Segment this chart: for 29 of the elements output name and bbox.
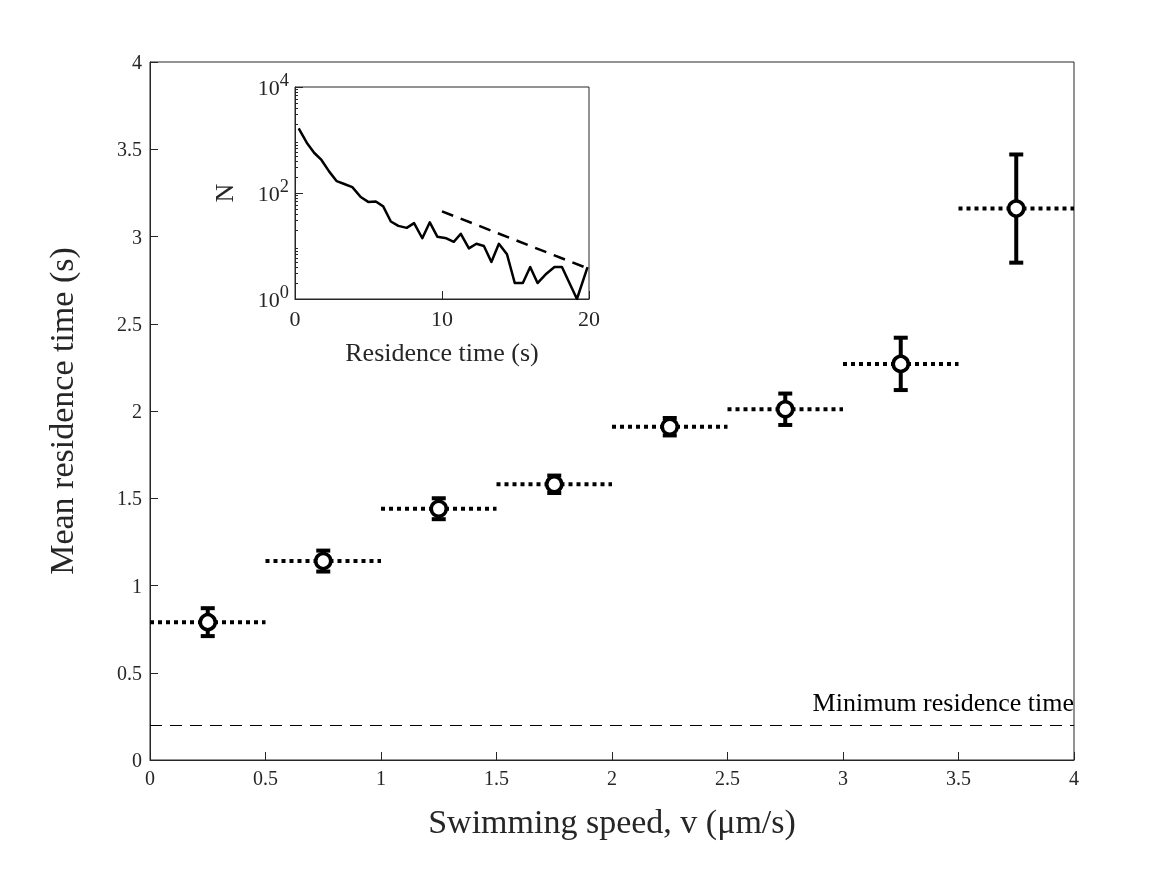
y-tick-label: 0 [132, 749, 142, 771]
y-tick-label: 1 [132, 574, 142, 597]
y-tick-label: 4 [132, 51, 142, 73]
point [1007, 199, 1026, 218]
y-tick-label: 10$^{0}$ [257, 282, 289, 312]
x-tick-label: 2 [607, 767, 617, 789]
x-axis-title: Swimming speed, v (μm/s) [428, 802, 796, 841]
y-axis-title: N [209, 183, 239, 203]
ref-line-label: Minimum residence time [812, 687, 1074, 717]
point [776, 400, 795, 419]
y-tick-label: 10$^{4}$ [257, 70, 289, 100]
x-tick-label: 10 [431, 305, 453, 331]
y-tick-label: 3 [132, 225, 142, 248]
x-tick-label: 1 [376, 767, 386, 789]
y-tick-label: 10$^{2}$ [257, 176, 289, 206]
x-tick-label: 4 [1069, 767, 1079, 789]
x-tick-label: 2.5 [715, 767, 740, 789]
x-tick-label: 3.5 [946, 767, 971, 789]
x-tick-label: 1.5 [484, 767, 509, 789]
y-tick-label: 0.5 [117, 661, 142, 684]
x-axis-title: Residence time (s) [345, 337, 539, 367]
y-tick-label: 3.5 [117, 138, 142, 161]
y-tick-label: 2 [132, 400, 142, 422]
y-axis-title: Mean residence time (s) [42, 247, 81, 575]
x-tick-label: 3 [838, 767, 848, 789]
y-tick-label: 1.5 [117, 487, 142, 510]
x-tick-label: 20 [578, 305, 600, 331]
point [891, 354, 910, 374]
point [198, 612, 217, 632]
